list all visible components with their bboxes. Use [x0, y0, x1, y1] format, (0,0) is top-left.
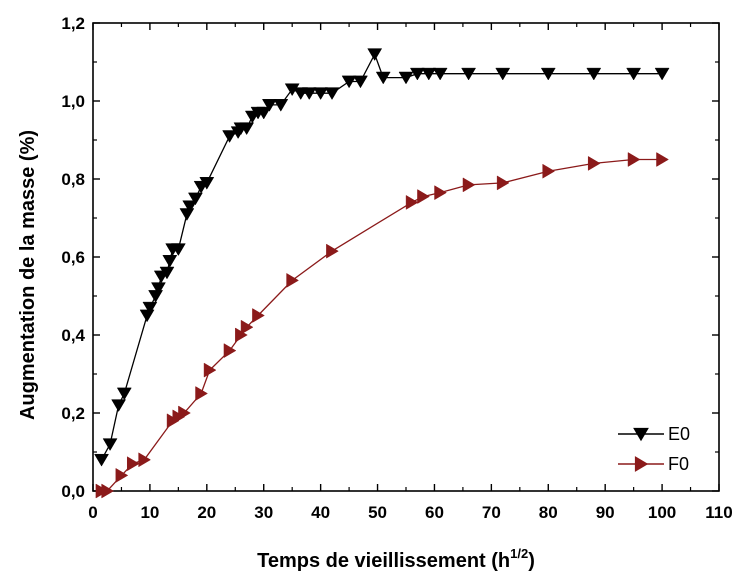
x-axis-title-superscript: 1/2 [510, 546, 528, 561]
x-axis-title-close: ) [528, 550, 535, 572]
data-point-e0 [94, 453, 109, 467]
x-axis-title: Temps de vieillissement (h1/2) [257, 546, 535, 572]
data-point-f0 [417, 189, 430, 204]
data-point-f0 [542, 163, 556, 179]
data-point-e0 [187, 192, 203, 206]
legend-item-e0: E0 [618, 424, 690, 444]
data-point-e0 [432, 67, 448, 81]
x-tick-label: 50 [368, 503, 387, 522]
data-point-f0 [195, 386, 208, 401]
data-point-e0 [367, 48, 383, 61]
data-point-e0 [116, 387, 132, 401]
plot-area [92, 22, 720, 492]
y-tick-label: 0,4 [61, 326, 85, 345]
data-point-f0 [115, 467, 129, 483]
data-point-e0 [142, 301, 158, 315]
data-point-e0 [179, 208, 195, 221]
data-point-f0 [203, 362, 217, 378]
data-point-e0 [256, 106, 272, 120]
x-tick-label: 20 [197, 503, 216, 522]
data-point-e0 [273, 99, 289, 112]
data-point-e0 [461, 67, 477, 81]
y-tick-label: 0,8 [61, 170, 85, 189]
data-point-e0 [182, 200, 198, 214]
y-tick-label: 0,6 [61, 248, 85, 267]
y-tick-label: 0,0 [61, 482, 85, 501]
x-tick-label: 0 [88, 503, 97, 522]
data-point-e0 [353, 75, 368, 89]
series-e0 [94, 48, 670, 467]
data-point-f0 [223, 343, 237, 359]
x-tick-label: 60 [425, 503, 444, 522]
x-tick-label: 110 [705, 503, 732, 522]
legend-label: F0 [668, 454, 689, 474]
data-point-e0 [111, 399, 127, 412]
data-point-f0 [326, 243, 339, 259]
data-point-e0 [199, 177, 215, 190]
data-point-f0 [240, 319, 254, 335]
data-point-e0 [654, 67, 670, 81]
data-point-e0 [324, 87, 340, 100]
data-point-e0 [341, 75, 357, 89]
data-point-e0 [139, 309, 155, 323]
data-point-e0 [222, 130, 238, 143]
data-point-e0 [626, 67, 642, 81]
y-tick-label: 1,2 [61, 14, 85, 33]
data-point-f0 [462, 177, 476, 193]
x-axis: 0 10 20 30 40 50 60 70 80 90 100 110 [88, 23, 733, 522]
x-tick-label: 70 [482, 503, 501, 522]
data-point-f0 [252, 308, 265, 323]
data-point-f0 [101, 483, 115, 499]
plot-border [92, 22, 720, 492]
data-point-f0 [405, 194, 419, 210]
data-point-e0 [261, 99, 277, 112]
y-tick-label: 0,2 [61, 404, 85, 423]
x-axis-title-main: Temps de vieillissement (h [257, 550, 510, 572]
data-point-e0 [301, 87, 317, 100]
data-point-f0 [627, 152, 641, 167]
data-point-e0 [313, 87, 329, 100]
data-point-e0 [409, 67, 425, 81]
data-point-e0 [159, 266, 175, 280]
data-point-e0 [148, 290, 164, 303]
legend: E0 F0 [618, 424, 690, 474]
y-axis: 0,0 0,2 0,4 0,6 0,8 1,0 1,2 [61, 14, 719, 501]
data-point-e0 [398, 71, 414, 85]
data-point-e0 [151, 282, 166, 295]
x-tick-label: 40 [311, 503, 330, 522]
data-point-f0 [656, 152, 669, 167]
data-point-f0 [587, 155, 601, 171]
data-point-e0 [239, 122, 255, 136]
data-point-e0 [170, 243, 186, 256]
x-tick-label: 80 [539, 503, 558, 522]
data-point-f0 [496, 175, 510, 191]
data-point-f0 [286, 272, 299, 288]
data-point-e0 [495, 67, 511, 81]
data-point-e0 [421, 67, 437, 81]
series-layer [94, 48, 670, 499]
y-axis-title: Augmentation de la masse (%) [17, 130, 39, 420]
data-point-f0 [434, 185, 447, 201]
data-point-f0 [126, 456, 140, 472]
x-tick-label: 10 [140, 503, 159, 522]
x-tick-label: 90 [596, 503, 615, 522]
data-point-f0 [138, 452, 152, 468]
data-point-e0 [586, 67, 602, 81]
data-point-e0 [162, 255, 178, 268]
legend-item-f0: F0 [618, 454, 689, 474]
legend-label: E0 [668, 424, 690, 444]
data-point-e0 [540, 67, 556, 81]
y-tick-label: 1,0 [61, 92, 85, 111]
legend-swatch-marker [633, 427, 649, 442]
data-point-f0 [178, 405, 191, 421]
legend-swatch-marker [634, 456, 649, 472]
data-point-e0 [102, 438, 118, 451]
series-f0 [95, 152, 669, 499]
series-line-e0 [100, 52, 663, 461]
x-tick-label: 100 [648, 503, 676, 522]
x-tick-label: 30 [254, 503, 273, 522]
data-point-e0 [375, 71, 391, 85]
